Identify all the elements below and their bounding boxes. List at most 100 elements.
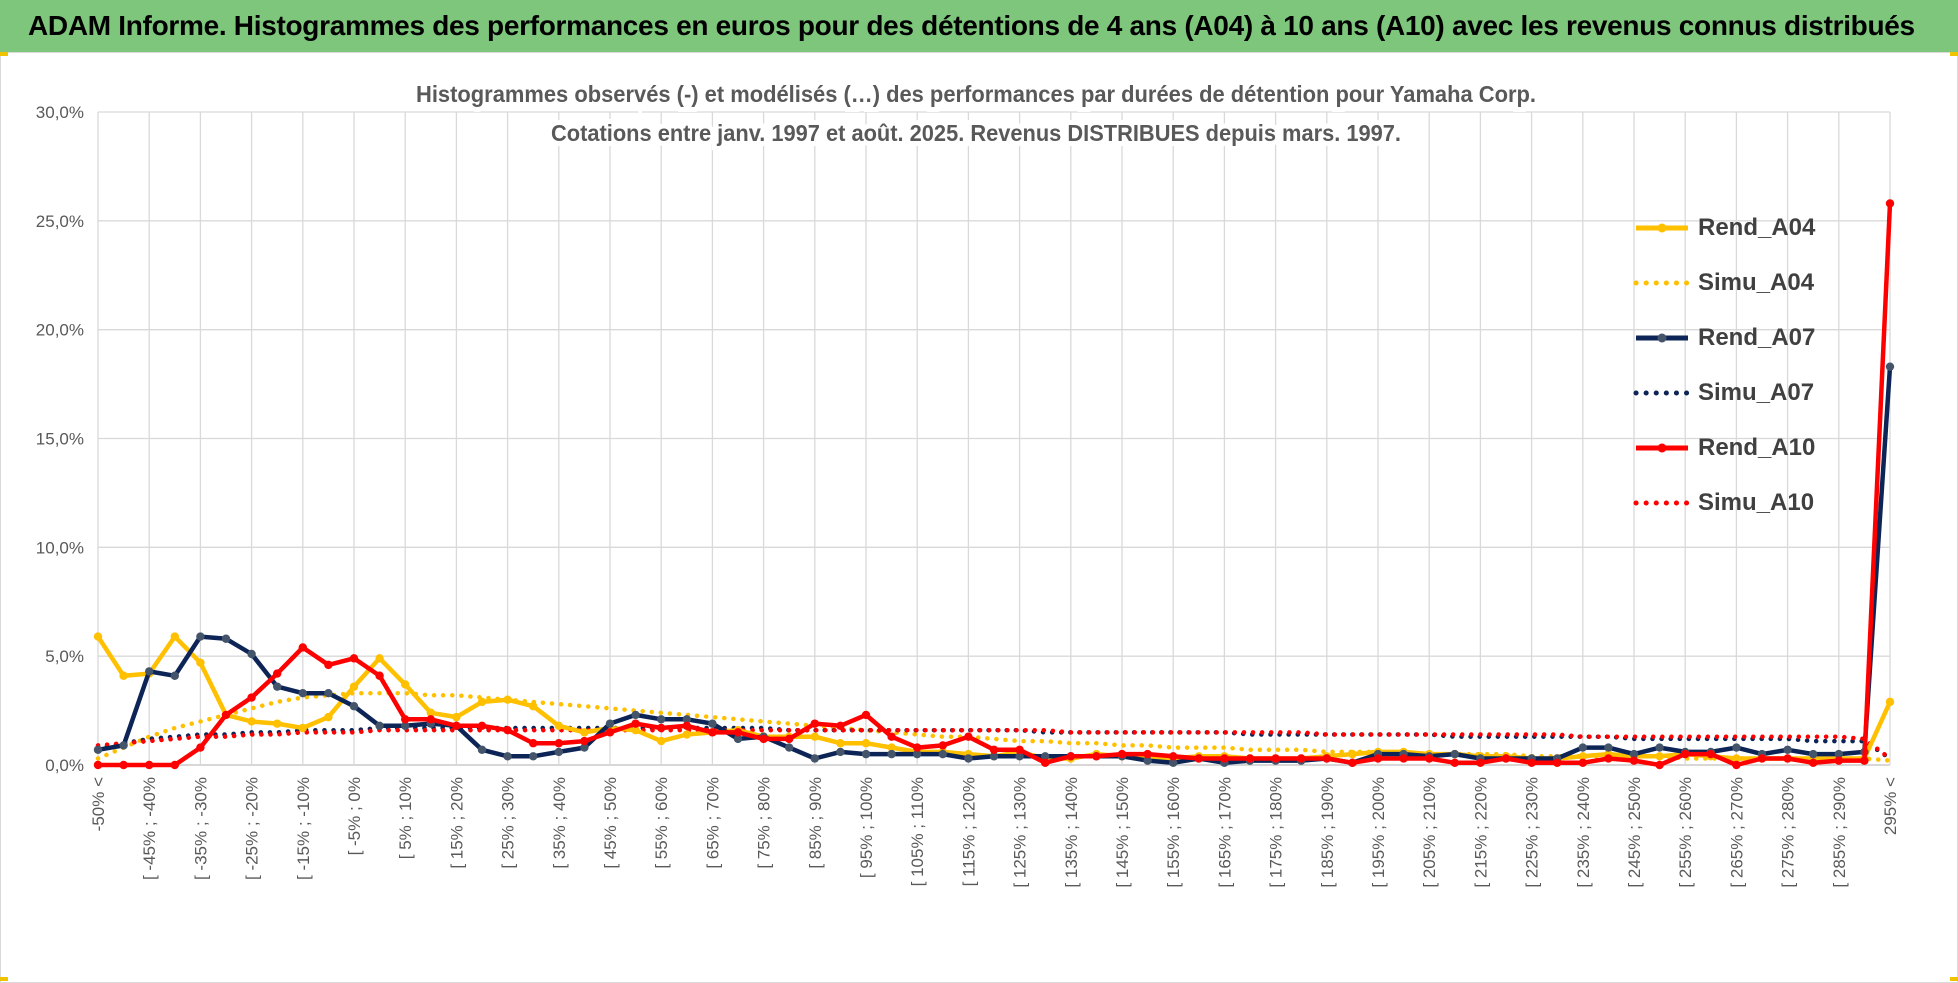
data-point-rend-a10 [1066,752,1076,761]
x-tick-label: [ 195% ; 200% [1369,777,1388,888]
frame-corner-mark [1950,52,1958,56]
data-point-rend-a04 [554,721,563,731]
data-point-rend-a07 [529,752,538,761]
x-tick-label: [ 85% ; 90% [806,777,825,869]
report-title-banner: ADAM Informe. Histogrammes des performan… [0,0,1958,52]
frame-corner-mark [1950,977,1958,981]
x-tick-label: [ 45% ; 50% [601,777,620,869]
data-point-rend-a10 [938,741,947,750]
data-point-rend-a10 [759,734,768,744]
data-point-rend-a10 [1783,754,1792,763]
data-point-rend-a04 [657,736,666,746]
data-point-rend-a07 [1169,758,1178,768]
data-point-rend-a04 [196,658,205,667]
data-point-rend-a07 [1041,752,1050,761]
chart-legend: Rend_A04 Simu_A04 Rend_A07 Simu_A07 Rend_A10… [1632,200,1852,530]
legend-swatch [1636,443,1688,452]
data-point-rend-a04 [349,682,359,691]
data-point-rend-a07 [93,745,103,754]
x-tick-label: [ 225% ; 230% [1523,777,1542,888]
legend-label: Rend_A07 [1698,323,1816,351]
x-tick-label: [ 185% ; 190% [1318,777,1337,888]
data-point-rend-a04 [247,717,256,726]
data-point-rend-a10 [247,693,256,702]
data-point-rend-a10 [1578,758,1588,768]
data-point-rend-a07 [1783,745,1792,754]
data-point-rend-a10 [298,643,307,652]
x-tick-label: [ 275% ; 280% [1779,777,1798,888]
data-point-rend-a10 [324,660,333,670]
data-point-rend-a10 [580,736,589,746]
legend-item: Rend_A10 [1632,420,1852,475]
data-point-rend-a04 [426,708,435,717]
data-point-rend-a10 [221,710,231,720]
data-point-rend-a10 [196,743,205,752]
data-point-rend-a04 [119,671,128,680]
legend-label: Simu_A07 [1698,378,1815,406]
data-point-rend-a10 [477,721,487,731]
x-tick-label: 295% < [1881,777,1900,835]
chart-subtitle: Cotations entre janv. 1997 et août. 2025… [551,120,1401,146]
x-tick-label: [ 25% ; 30% [499,777,518,869]
x-tick-label: [ 165% ; 170% [1215,777,1234,888]
data-point-rend-a07 [964,754,973,763]
data-point-rend-a04 [887,743,896,752]
x-tick-label: [ 265% ; 270% [1727,777,1746,888]
x-tick-label: [ 215% ; 220% [1471,777,1490,888]
data-point-rend-a04 [401,680,410,689]
data-point-rend-a10 [1348,758,1357,768]
data-point-rend-a10 [1553,758,1562,768]
data-point-rend-a10 [1425,754,1434,763]
legend-label: Simu_A04 [1698,268,1815,296]
y-tick-label: 30,0% [36,103,84,122]
data-point-rend-a10 [1092,752,1101,761]
series-line-rend-a04 [96,634,1893,761]
x-tick-label: [ 285% ; 290% [1830,777,1849,888]
data-point-rend-a10 [1501,754,1511,763]
y-tick-label: 0,0% [45,756,84,775]
data-point-rend-a10 [1297,754,1306,763]
data-point-rend-a07 [298,688,307,698]
data-point-rend-a04 [1578,752,1588,761]
data-point-rend-a07 [785,743,794,752]
x-tick-label: [ 155% ; 160% [1164,777,1183,888]
data-point-rend-a04 [1655,752,1664,761]
x-tick-label: [ -45% ; -40% [140,777,159,880]
data-point-rend-a04 [861,739,871,748]
x-tick-label: [ 55% ; 60% [652,777,671,869]
data-point-rend-a10 [1169,752,1178,761]
data-point-rend-a04 [324,712,333,722]
x-tick-label: [ 135% ; 140% [1062,777,1081,888]
data-point-rend-a10 [785,734,794,744]
data-point-rend-a07 [119,741,128,750]
data-point-rend-a10 [529,739,538,748]
data-point-rend-a04 [452,712,461,722]
data-point-rend-a04 [170,632,179,641]
x-tick-label: [ 15% ; 20% [447,777,466,869]
data-point-rend-a07 [1143,756,1152,765]
data-point-rend-a10 [1860,756,1869,765]
data-point-rend-a07 [989,752,999,761]
x-tick-label: [ 115% ; 120% [959,777,978,886]
data-point-rend-a10 [1706,749,1716,759]
data-point-rend-a07 [913,749,922,759]
data-point-rend-a10 [554,739,563,748]
legend-label: Rend_A10 [1698,433,1816,461]
data-point-rend-a04 [529,702,538,711]
data-point-rend-a10 [605,728,615,737]
legend-item: Simu_A07 [1632,365,1852,420]
data-point-rend-a10 [1399,754,1408,763]
x-tick-label: [ 35% ; 40% [550,777,569,869]
data-point-rend-a10 [1322,754,1332,763]
data-point-rend-a10 [273,669,282,678]
data-point-rend-a10 [375,671,384,680]
y-tick-label: 5,0% [45,647,84,666]
legend-item: Rend_A07 [1632,310,1852,365]
data-point-rend-a10 [1271,754,1280,763]
data-point-rend-a10 [1450,758,1460,768]
y-tick-label: 25,0% [36,212,84,231]
data-point-rend-a10 [93,760,103,770]
legend-swatch-marker [1657,223,1667,232]
data-point-rend-a07 [580,743,589,752]
legend-label: Simu_A10 [1698,488,1815,516]
